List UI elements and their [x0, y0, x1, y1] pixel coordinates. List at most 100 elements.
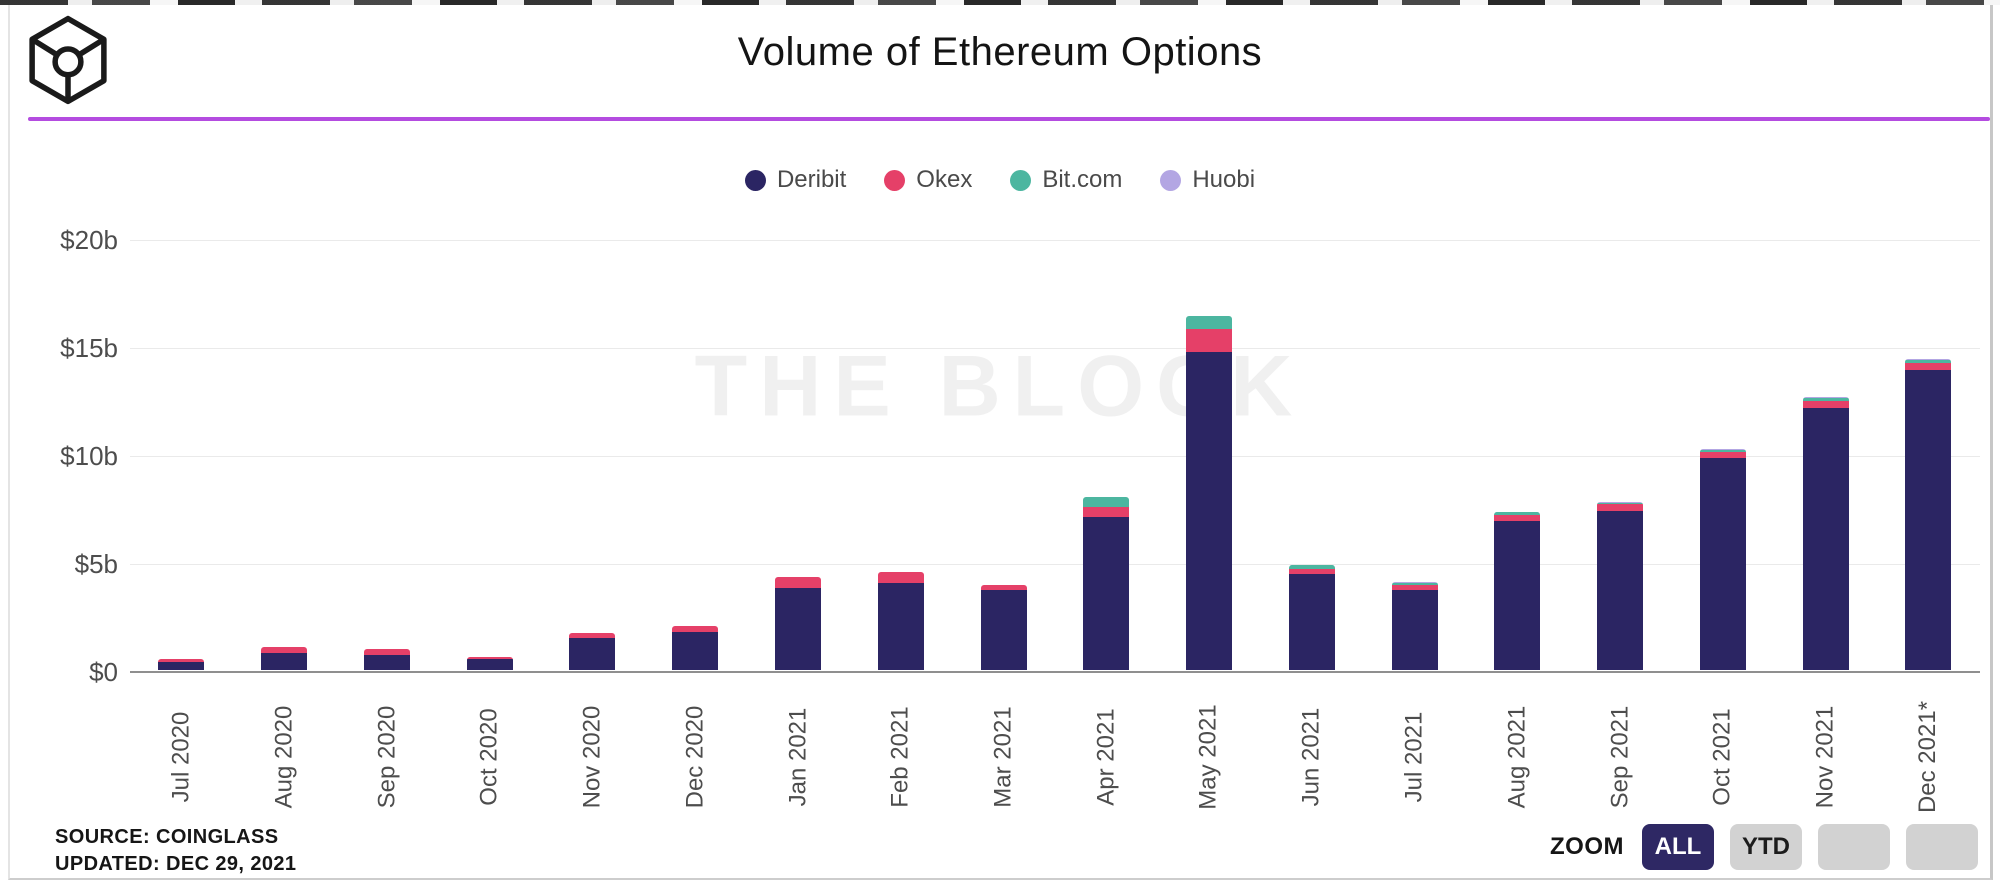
- bar-segment-deribit[interactable]: [1802, 407, 1849, 670]
- bar-segment-deribit[interactable]: [774, 587, 821, 670]
- bar-segment-okex[interactable]: [569, 632, 616, 638]
- legend-item-huobi[interactable]: Huobi: [1160, 166, 1255, 194]
- bar-segment-okex[interactable]: [1391, 584, 1438, 591]
- y-tick-label: $10b: [60, 441, 118, 471]
- bar-segment-okex[interactable]: [1288, 568, 1335, 574]
- bar-segment-deribit[interactable]: [569, 637, 616, 670]
- bar-feb-2021[interactable]: [877, 571, 924, 670]
- bar-segment-bit-com[interactable]: [1597, 502, 1644, 504]
- bar-segment-bit-com[interactable]: [1494, 512, 1541, 515]
- bar-segment-bit-com[interactable]: [1802, 397, 1849, 402]
- bar-segment-huobi[interactable]: [1905, 358, 1952, 361]
- bar-segment-okex[interactable]: [1597, 503, 1644, 512]
- bar-segment-okex[interactable]: [466, 656, 513, 660]
- bar-nov-2020[interactable]: [569, 632, 616, 670]
- range-button-blank[interactable]: [1818, 824, 1890, 870]
- bar-nov-2021[interactable]: [1802, 396, 1849, 670]
- bar-segment-deribit[interactable]: [980, 590, 1027, 670]
- bar-segment-okex[interactable]: [1802, 401, 1849, 408]
- bar-oct-2021[interactable]: [1699, 448, 1746, 670]
- bar-segment-okex[interactable]: [980, 585, 1027, 591]
- legend-item-deribit[interactable]: Deribit: [744, 166, 846, 194]
- x-axis-labels: Jul 2020 Aug 2020 Sep 2020 Oct 2020 Nov 2020…: [130, 684, 1980, 830]
- range-button-ytd[interactable]: YTD: [1730, 824, 1802, 870]
- bar-segment-okex[interactable]: [774, 576, 821, 588]
- bar-segment-okex[interactable]: [1905, 363, 1952, 370]
- bar-sep-2020[interactable]: [363, 649, 410, 670]
- accent-divider: [28, 117, 1990, 121]
- bar-segment-huobi[interactable]: [1597, 501, 1644, 503]
- bar-sep-2021[interactable]: [1597, 501, 1644, 670]
- legend-dot-icon: [1010, 169, 1032, 191]
- bar-segment-deribit[interactable]: [1288, 573, 1335, 670]
- y-tick-label: $20b: [60, 225, 118, 255]
- y-axis: $20b $15b $10b $5b $0: [0, 225, 118, 687]
- bar-segment-bit-com[interactable]: [1083, 497, 1130, 507]
- bar-segment-okex[interactable]: [1699, 451, 1746, 459]
- bar-segment-bit-com[interactable]: [1905, 360, 1952, 364]
- x-tick-label: Sep 2021: [1597, 684, 1643, 830]
- bar-jul-2021[interactable]: [1391, 581, 1438, 670]
- bar-segment-deribit[interactable]: [1391, 590, 1438, 670]
- bar-mar-2021[interactable]: [980, 585, 1027, 670]
- legend-item-okex[interactable]: Okex: [884, 166, 972, 194]
- bar-dec-2021-[interactable]: [1905, 358, 1952, 670]
- x-tick-text: Jul 2020: [167, 711, 195, 803]
- bar-segment-bit-com[interactable]: [1288, 565, 1335, 569]
- x-tick-text: Dec 2020: [681, 705, 709, 809]
- bar-segment-deribit[interactable]: [1597, 511, 1644, 670]
- bar-segment-okex[interactable]: [158, 659, 205, 662]
- bar-segment-okex[interactable]: [1494, 514, 1541, 521]
- x-tick-text: Sep 2020: [372, 705, 400, 809]
- bar-jan-2021[interactable]: [774, 576, 821, 670]
- range-button-all[interactable]: ALL: [1642, 824, 1714, 870]
- bar-segment-bit-com[interactable]: [1391, 582, 1438, 585]
- x-tick-label: Aug 2020: [261, 684, 307, 830]
- x-tick-text: Sep 2021: [1606, 705, 1634, 809]
- bar-segment-deribit[interactable]: [1494, 520, 1541, 670]
- bar-segment-okex[interactable]: [363, 649, 410, 655]
- bar-segment-deribit[interactable]: [261, 652, 308, 670]
- x-tick-label: Nov 2020: [569, 684, 615, 830]
- bar-segment-deribit[interactable]: [1699, 458, 1746, 670]
- bar-aug-2021[interactable]: [1494, 511, 1541, 670]
- bar-segment-deribit[interactable]: [672, 632, 719, 670]
- bar-segment-deribit[interactable]: [1186, 352, 1233, 670]
- bar-segment-okex[interactable]: [877, 571, 924, 583]
- bar-apr-2021[interactable]: [1083, 497, 1130, 670]
- bar-aug-2020[interactable]: [261, 647, 308, 670]
- x-tick-label: Mar 2021: [981, 684, 1027, 830]
- bar-segment-okex[interactable]: [672, 625, 719, 633]
- bar-segment-deribit[interactable]: [877, 582, 924, 670]
- x-tick-label: Aug 2021: [1494, 684, 1540, 830]
- bar-segment-okex[interactable]: [1083, 506, 1130, 517]
- bar-segment-deribit[interactable]: [1905, 369, 1952, 670]
- bar-segment-bit-com[interactable]: [1186, 315, 1233, 329]
- bar-segment-deribit[interactable]: [1083, 516, 1130, 670]
- x-tick-label: Oct 2020: [467, 684, 513, 830]
- bar-segment-huobi[interactable]: [1391, 581, 1438, 583]
- bar-segment-huobi[interactable]: [1494, 511, 1541, 513]
- bar-segment-deribit[interactable]: [363, 654, 410, 670]
- bar-segment-okex[interactable]: [261, 647, 308, 653]
- range-button-blank[interactable]: [1906, 824, 1978, 870]
- zoom-controls: ZOOM ALL YTD: [1550, 824, 1978, 870]
- x-tick-label: Oct 2021: [1700, 684, 1746, 830]
- x-tick-text: Mar 2021: [989, 706, 1017, 808]
- bar-oct-2020[interactable]: [466, 656, 513, 670]
- bar-may-2021[interactable]: [1186, 315, 1233, 670]
- bar-segment-okex[interactable]: [1186, 328, 1233, 353]
- bar-jul-2020[interactable]: [158, 659, 205, 670]
- x-tick-label: Dec 2021*: [1905, 684, 1951, 830]
- bar-segment-deribit[interactable]: [158, 661, 205, 670]
- bar-segment-huobi[interactable]: [1802, 396, 1849, 398]
- bar-segment-huobi[interactable]: [1288, 564, 1335, 566]
- bar-dec-2020[interactable]: [672, 625, 719, 670]
- bar-segment-deribit[interactable]: [466, 659, 513, 670]
- legend-item-bit-com[interactable]: Bit.com: [1010, 166, 1122, 194]
- plot-area: THE BLOCK: [130, 240, 1980, 673]
- legend-dot-icon: [744, 169, 766, 191]
- bar-segment-bit-com[interactable]: [1699, 449, 1746, 452]
- bar-segment-huobi[interactable]: [1699, 448, 1746, 450]
- bar-jun-2021[interactable]: [1288, 564, 1335, 670]
